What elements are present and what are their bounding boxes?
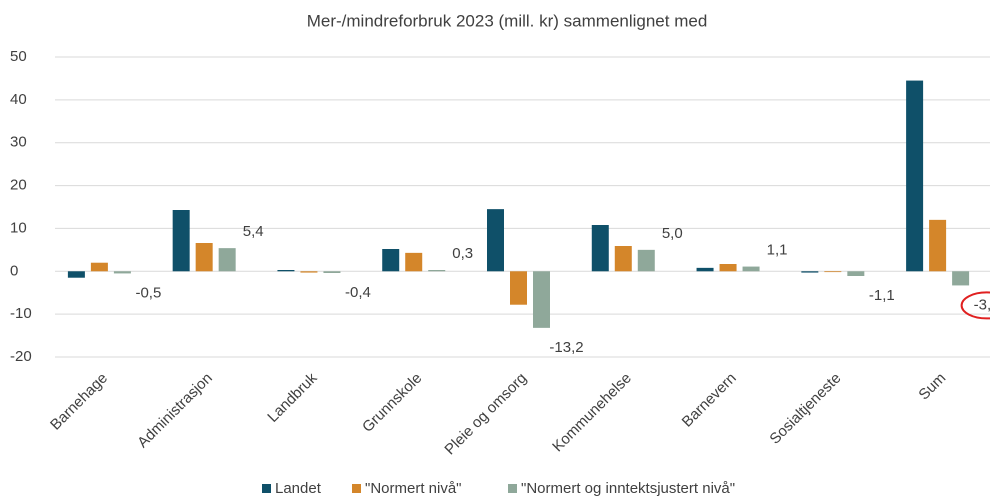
bar xyxy=(929,219,947,272)
data-label: -13,2 xyxy=(549,339,583,356)
x-tick-label: Kommunehelse xyxy=(549,370,635,456)
data-label: 1,1 xyxy=(767,242,788,259)
bar xyxy=(696,267,714,272)
x-tick-label: Sosialtjeneste xyxy=(766,370,844,448)
legend-label: "Normert nivå" xyxy=(365,480,462,497)
bar xyxy=(637,249,655,272)
x-tick-label: Sum xyxy=(915,370,949,404)
data-label: -0,5 xyxy=(135,284,161,301)
bar xyxy=(801,271,819,273)
legend-label: "Normert og inntektsjustert nivå" xyxy=(521,480,735,497)
bar xyxy=(591,225,609,272)
bar xyxy=(533,271,550,328)
bar xyxy=(824,271,842,273)
bar xyxy=(742,266,760,272)
bar xyxy=(719,264,737,272)
bar xyxy=(113,271,131,274)
legend-swatch xyxy=(262,484,271,493)
data-label: -3,3 xyxy=(974,296,990,313)
highlight-circle xyxy=(960,291,990,320)
bar xyxy=(382,249,400,272)
x-tick-label: Pleie og omsorg xyxy=(441,370,530,459)
y-tick-label: 40 xyxy=(10,91,27,108)
bar xyxy=(510,271,527,305)
data-label: 5,4 xyxy=(243,223,264,240)
bar xyxy=(90,262,108,272)
bar xyxy=(614,246,632,272)
x-tick-label: Landbruk xyxy=(264,369,321,426)
bar xyxy=(323,271,341,273)
y-tick-label: 0 xyxy=(10,262,18,279)
bar xyxy=(195,243,213,272)
bar xyxy=(847,271,865,276)
bar xyxy=(67,271,85,278)
data-label: -0,4 xyxy=(345,284,371,301)
bar xyxy=(277,270,295,272)
data-label: 0,3 xyxy=(452,245,473,262)
bar xyxy=(218,248,236,272)
chart-title: Mer-/mindreforbruk 2023 (mill. kr) samme… xyxy=(307,11,708,30)
bar xyxy=(428,270,446,272)
y-tick-label: 30 xyxy=(10,134,27,151)
legend-label: Landet xyxy=(275,480,322,497)
bar xyxy=(405,252,423,272)
x-tick-label: Administrasjon xyxy=(134,370,216,452)
data-label: 5,0 xyxy=(662,225,683,242)
y-tick-label: 50 xyxy=(10,48,27,65)
bar xyxy=(952,271,970,286)
legend-swatch xyxy=(352,484,361,493)
data-label: -1,1 xyxy=(869,287,895,304)
y-tick-label: -20 xyxy=(10,348,32,365)
bar xyxy=(172,210,190,272)
x-tick-label: Barnevern xyxy=(679,370,740,431)
bar xyxy=(487,209,504,272)
bar xyxy=(300,271,318,273)
y-tick-label: 20 xyxy=(10,177,27,194)
x-tick-label: Grunnskole xyxy=(359,370,425,436)
y-tick-label: 10 xyxy=(10,219,27,236)
bar xyxy=(906,80,924,272)
legend-swatch xyxy=(508,484,517,493)
x-tick-label: Barnehage xyxy=(47,370,111,434)
y-tick-label: -10 xyxy=(10,305,32,322)
